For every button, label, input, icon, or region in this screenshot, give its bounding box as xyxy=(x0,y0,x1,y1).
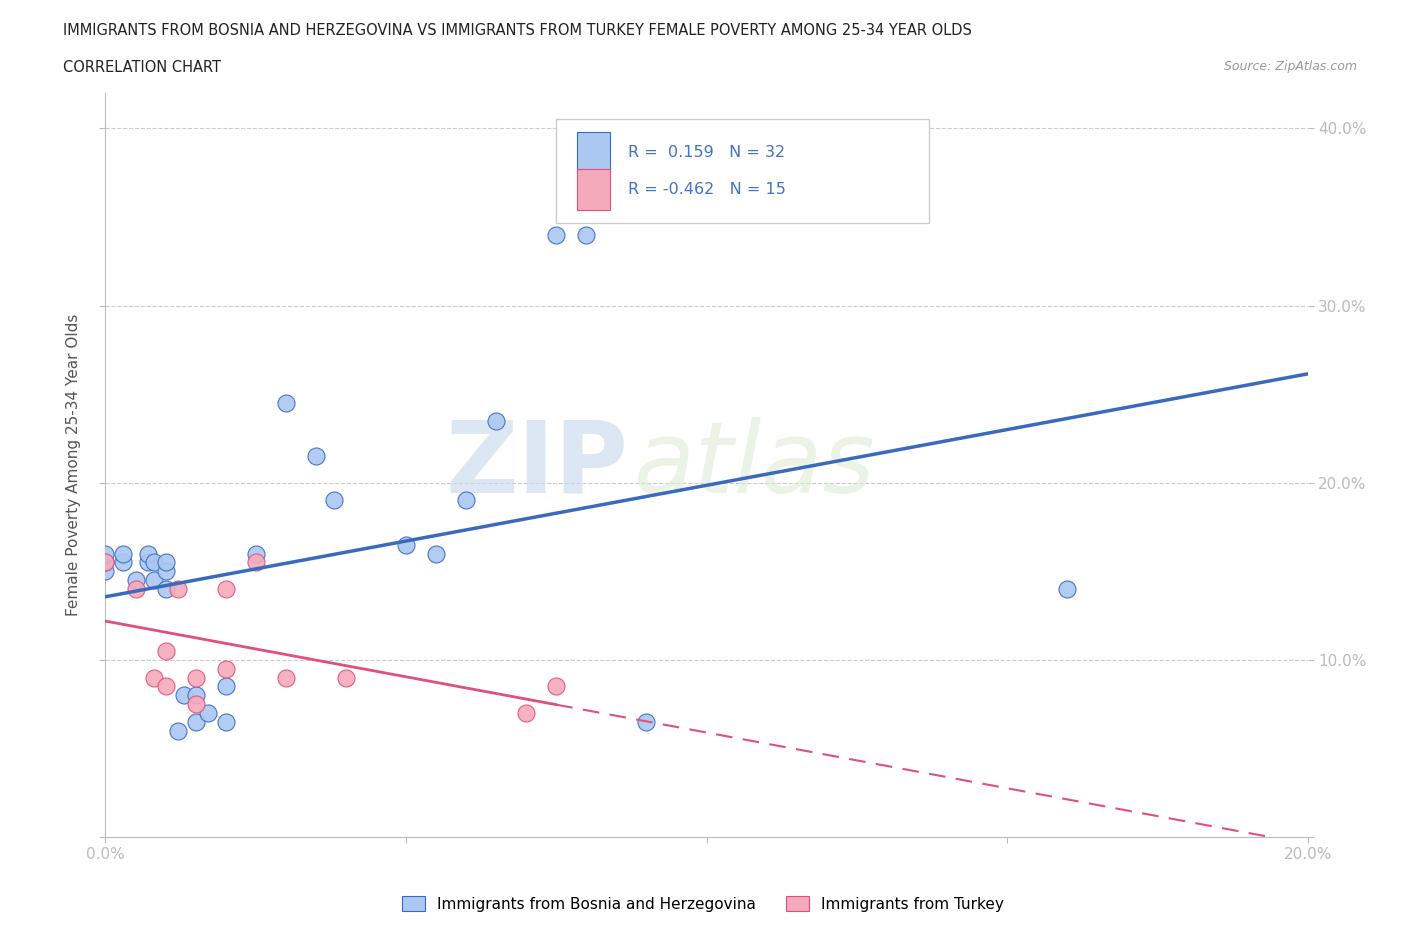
Point xyxy=(184,714,207,729)
Point xyxy=(184,671,207,685)
Point xyxy=(166,581,188,596)
Point xyxy=(322,493,344,508)
Point xyxy=(136,555,159,570)
Text: IMMIGRANTS FROM BOSNIA AND HERZEGOVINA VS IMMIGRANTS FROM TURKEY FEMALE POVERTY : IMMIGRANTS FROM BOSNIA AND HERZEGOVINA V… xyxy=(63,23,972,38)
Text: R =  0.159   N = 32: R = 0.159 N = 32 xyxy=(628,145,786,160)
Point xyxy=(274,395,297,410)
Point xyxy=(142,555,165,570)
Point xyxy=(274,671,297,685)
Point xyxy=(94,546,117,561)
Point xyxy=(245,546,267,561)
Text: atlas: atlas xyxy=(634,417,876,513)
Point xyxy=(395,538,418,552)
Legend: Immigrants from Bosnia and Herzegovina, Immigrants from Turkey: Immigrants from Bosnia and Herzegovina, … xyxy=(395,889,1011,918)
Point xyxy=(197,706,219,721)
Point xyxy=(94,564,117,578)
Text: ZIP: ZIP xyxy=(446,417,628,513)
Point xyxy=(142,671,165,685)
Point xyxy=(155,581,177,596)
Point xyxy=(214,714,236,729)
FancyBboxPatch shape xyxy=(557,119,929,223)
Point xyxy=(112,555,135,570)
Point xyxy=(214,581,236,596)
Text: Source: ZipAtlas.com: Source: ZipAtlas.com xyxy=(1223,60,1357,73)
Point xyxy=(155,679,177,694)
Point xyxy=(184,688,207,703)
Bar xyxy=(576,169,610,210)
Bar xyxy=(576,132,610,173)
Point xyxy=(335,671,357,685)
Point xyxy=(425,546,447,561)
Point xyxy=(485,413,508,428)
Point xyxy=(305,448,328,463)
Point xyxy=(155,644,177,658)
Point xyxy=(575,227,598,242)
Point xyxy=(94,555,117,570)
Point xyxy=(136,546,159,561)
Y-axis label: Female Poverty Among 25-34 Year Olds: Female Poverty Among 25-34 Year Olds xyxy=(66,313,82,617)
Point xyxy=(515,706,537,721)
Point xyxy=(184,697,207,711)
Point xyxy=(155,555,177,570)
Point xyxy=(124,573,146,588)
Point xyxy=(636,714,658,729)
Point xyxy=(546,679,568,694)
Point xyxy=(1056,581,1078,596)
Point xyxy=(155,564,177,578)
Point xyxy=(112,546,135,561)
Text: CORRELATION CHART: CORRELATION CHART xyxy=(63,60,221,75)
Text: R = -0.462   N = 15: R = -0.462 N = 15 xyxy=(628,182,786,197)
Point xyxy=(214,661,236,676)
Point xyxy=(245,555,267,570)
Point xyxy=(124,581,146,596)
Point xyxy=(94,555,117,570)
Point xyxy=(546,227,568,242)
Point xyxy=(214,679,236,694)
Point xyxy=(173,688,195,703)
Point xyxy=(142,573,165,588)
Point xyxy=(166,724,188,738)
Point xyxy=(454,493,477,508)
